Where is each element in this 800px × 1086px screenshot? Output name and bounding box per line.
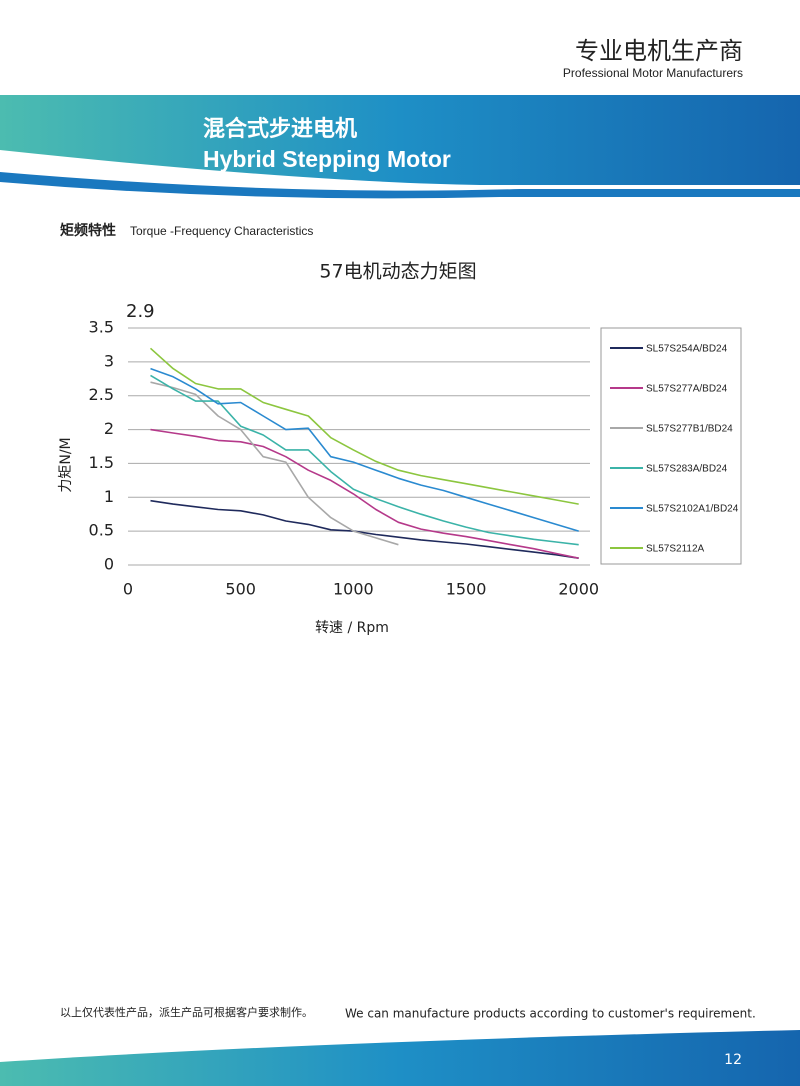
y-tick-label: 1.5: [89, 453, 114, 472]
x-tick-label: 0: [123, 580, 133, 599]
y-tick-label: 2.5: [89, 385, 114, 404]
y-tick-label: 2: [104, 419, 114, 438]
legend-box: [600, 327, 742, 565]
section-cn: 矩频特性: [60, 222, 116, 239]
banner-en: Hybrid Stepping Motor: [203, 146, 451, 172]
footer-band: [0, 1030, 800, 1086]
legend-label: SL57S2102A1/BD24: [646, 504, 739, 515]
y-tick-label: 3.5: [89, 318, 114, 337]
chart-title: 57电机动态力矩图: [319, 261, 476, 283]
x-axis-label: 转速 / Rpm: [315, 620, 389, 636]
y-tick-label: 0.5: [89, 521, 114, 540]
banner-cn: 混合式步进电机: [203, 116, 357, 142]
legend-label: SL57S2112A: [646, 544, 705, 555]
y-tick-label: 3: [104, 351, 114, 370]
y-tick-label: 0: [104, 555, 114, 574]
x-tick-label: 500: [225, 580, 256, 599]
page-number: 12: [724, 1052, 742, 1068]
footer-note-cn: 以上仅代表性产品，派生产品可根据客户要求制作。: [60, 1005, 313, 1019]
legend-label: SL57S254A/BD24: [646, 344, 728, 355]
series-line: [150, 367, 579, 532]
series-line: [149, 347, 579, 505]
footer-note-en: We can manufacture products according to…: [345, 1007, 756, 1021]
legend-label: SL57S277A/BD24: [646, 384, 728, 395]
legend-label: SL57S283A/BD24: [646, 464, 728, 475]
y-axis-label: 力矩N/M: [58, 437, 74, 492]
x-tick-label: 2000: [558, 580, 599, 599]
series-line: [150, 428, 579, 559]
banner-stripe: [0, 172, 800, 199]
chart: 57电机动态力矩图 2.9 转速 / Rpm 力矩N/M 0 0.5 1 1.5 2 2.…: [58, 261, 742, 636]
banner-band: [0, 95, 800, 185]
legend-label: SL57S277B1/BD24: [646, 424, 733, 435]
series-line: [150, 381, 399, 546]
series-line: [150, 499, 579, 559]
y-tick-label: 1: [104, 487, 114, 506]
x-tick-label: 1500: [446, 580, 487, 599]
header-cn: 专业电机生产商: [575, 37, 743, 65]
x-tick-label: 1000: [333, 580, 374, 599]
annotation: 2.9: [126, 301, 155, 322]
series-line: [150, 374, 579, 546]
section-en: Torque -Frequency Characteristics: [130, 224, 313, 238]
header-en: Professional Motor Manufacturers: [563, 66, 743, 80]
